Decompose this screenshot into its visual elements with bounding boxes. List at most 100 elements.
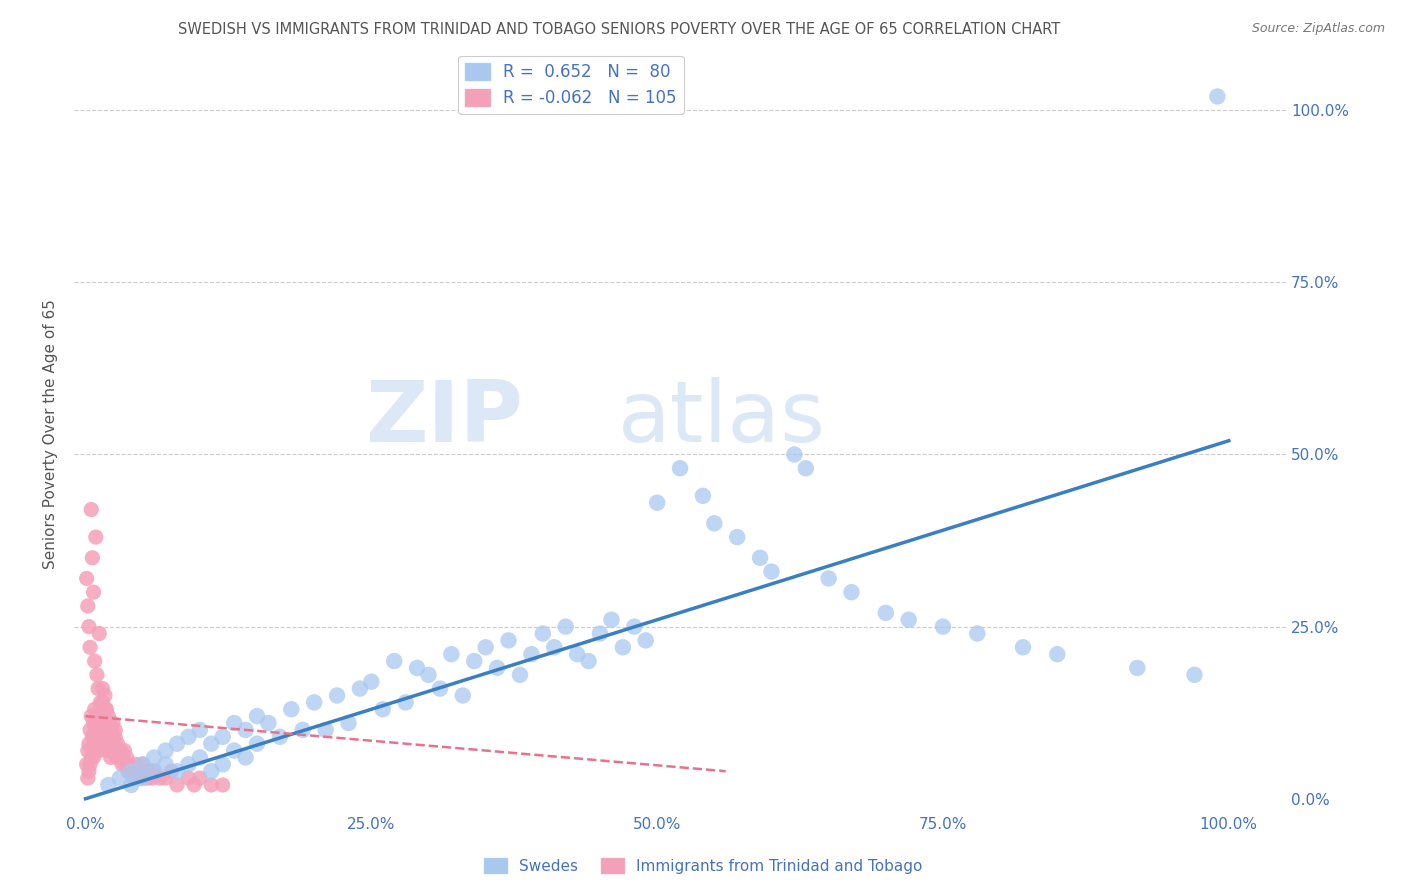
- Point: [177, 730, 200, 744]
- Point: [224, 716, 246, 731]
- Point: [98, 737, 121, 751]
- Point: [183, 778, 205, 792]
- Point: [84, 530, 107, 544]
- Point: [1046, 647, 1069, 661]
- Point: [108, 771, 131, 785]
- Text: Source: ZipAtlas.com: Source: ZipAtlas.com: [1251, 22, 1385, 36]
- Point: [645, 496, 668, 510]
- Point: [188, 750, 211, 764]
- Point: [1206, 89, 1229, 103]
- Legend: R =  0.652   N =  80, R = -0.062   N = 105: R = 0.652 N = 80, R = -0.062 N = 105: [458, 56, 683, 114]
- Point: [543, 640, 565, 655]
- Point: [97, 778, 120, 792]
- Point: [382, 654, 405, 668]
- Point: [90, 716, 112, 731]
- Point: [395, 695, 418, 709]
- Point: [77, 620, 100, 634]
- Point: [1126, 661, 1149, 675]
- Point: [783, 448, 806, 462]
- Point: [120, 764, 142, 779]
- Point: [200, 778, 222, 792]
- Point: [76, 743, 98, 757]
- Point: [97, 737, 120, 751]
- Point: [84, 743, 107, 757]
- Point: [100, 737, 122, 751]
- Point: [429, 681, 451, 696]
- Point: [406, 661, 429, 675]
- Point: [76, 757, 98, 772]
- Point: [97, 709, 120, 723]
- Point: [703, 516, 725, 531]
- Point: [89, 626, 111, 640]
- Point: [91, 695, 114, 709]
- Point: [110, 743, 132, 757]
- Point: [302, 695, 325, 709]
- Point: [89, 730, 111, 744]
- Point: [107, 743, 129, 757]
- Point: [94, 730, 117, 744]
- Point: [634, 633, 657, 648]
- Point: [235, 750, 257, 764]
- Point: [131, 757, 153, 772]
- Point: [114, 757, 136, 772]
- Point: [932, 620, 955, 634]
- Point: [79, 723, 101, 737]
- Point: [96, 723, 118, 737]
- Point: [578, 654, 600, 668]
- Point: [565, 647, 588, 661]
- Point: [87, 737, 110, 751]
- Point: [160, 764, 183, 779]
- Point: [125, 757, 148, 772]
- Point: [589, 626, 612, 640]
- Point: [623, 620, 645, 634]
- Point: [966, 626, 988, 640]
- Point: [104, 723, 127, 737]
- Point: [83, 702, 105, 716]
- Point: [246, 709, 269, 723]
- Point: [131, 771, 153, 785]
- Point: [83, 750, 105, 764]
- Point: [520, 647, 543, 661]
- Point: [80, 709, 103, 723]
- Point: [94, 737, 117, 751]
- Point: [554, 620, 576, 634]
- Point: [166, 764, 188, 779]
- Point: [371, 702, 394, 716]
- Point: [93, 709, 115, 723]
- Point: [897, 613, 920, 627]
- Point: [90, 709, 112, 723]
- Point: [131, 757, 153, 772]
- Point: [280, 702, 302, 716]
- Point: [155, 771, 177, 785]
- Point: [100, 750, 122, 764]
- Point: [83, 737, 105, 751]
- Point: [1184, 668, 1206, 682]
- Point: [692, 489, 714, 503]
- Point: [79, 640, 101, 655]
- Point: [101, 716, 124, 731]
- Point: [89, 702, 111, 716]
- Point: [1012, 640, 1035, 655]
- Point: [509, 668, 531, 682]
- Point: [89, 723, 111, 737]
- Point: [600, 613, 623, 627]
- Point: [463, 654, 485, 668]
- Point: [337, 716, 360, 731]
- Point: [326, 689, 349, 703]
- Point: [86, 668, 108, 682]
- Legend: Swedes, Immigrants from Trinidad and Tobago: Swedes, Immigrants from Trinidad and Tob…: [478, 852, 928, 880]
- Point: [91, 681, 114, 696]
- Point: [761, 565, 783, 579]
- Point: [104, 730, 127, 744]
- Point: [98, 730, 121, 744]
- Point: [98, 716, 121, 731]
- Point: [101, 730, 124, 744]
- Point: [188, 771, 211, 785]
- Point: [474, 640, 496, 655]
- Point: [841, 585, 863, 599]
- Point: [451, 689, 474, 703]
- Point: [97, 730, 120, 744]
- Y-axis label: Seniors Poverty Over the Age of 65: Seniors Poverty Over the Age of 65: [44, 299, 58, 569]
- Point: [166, 778, 188, 792]
- Point: [177, 757, 200, 772]
